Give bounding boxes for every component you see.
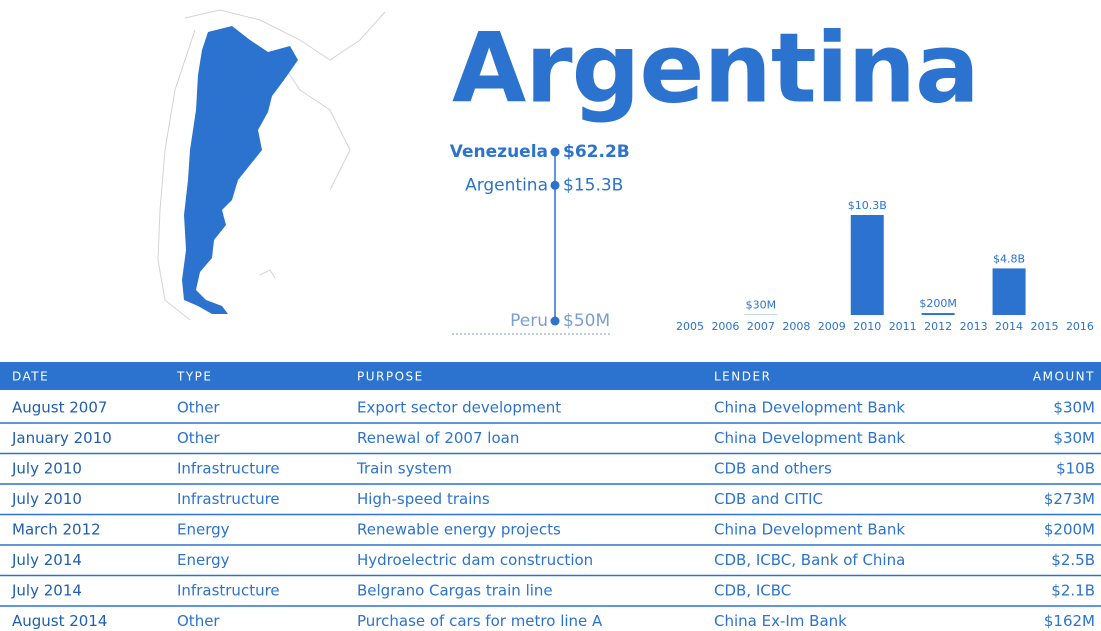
table-cell: March 2012 [12,521,101,539]
table-cell: July 2010 [11,460,82,478]
table-cell: China Development Bank [714,399,905,417]
x-tick-label: 2014 [995,320,1023,333]
table-cell: CDB, ICBC [714,582,791,600]
table-cell: Energy [177,551,230,569]
x-tick-label: 2008 [782,320,810,333]
island [259,269,276,279]
scale-dot [550,316,560,326]
bar [992,268,1026,315]
neighbor-border [157,29,196,321]
country-name: Venezuela [450,142,548,162]
table-header [0,362,1101,390]
table-cell: $30M [1053,429,1095,447]
table-cell: August 2007 [12,399,107,417]
country-name: Argentina [465,175,548,195]
table-cell: July 2014 [11,582,82,600]
table-cell: July 2014 [11,551,82,569]
bar-chart: 2005 2006 2007 $30M 2008 2009 2010 $10.3B 2011 20… [676,199,1094,333]
table-cell: Train system [356,460,452,478]
x-tick-label: 2013 [960,320,988,333]
table-cell: August 2014 [12,612,107,630]
table-cell: $273M [1044,490,1095,508]
table-cell: Energy [177,521,230,539]
table-cell: Purchase of cars for metro line A [357,612,603,630]
column-header: DATE [12,370,49,384]
country-amount: $62.2B [563,142,630,162]
map [157,9,386,321]
table-cell: January 2010 [11,429,112,447]
x-tick-label: 2007 [747,320,775,333]
argentina-shape [182,26,298,314]
table-cell: China Development Bank [714,429,905,447]
table-cell: China Ex-Im Bank [714,612,847,630]
table-cell: Renewable energy projects [357,521,561,539]
table-cell: $2.5B [1051,551,1095,569]
country-amount: $15.3B [563,175,623,195]
bar [921,313,955,315]
table-cell: July 2010 [11,490,82,508]
table-cell: $30M [1053,399,1095,417]
x-tick-label: 2016 [1066,320,1094,333]
x-tick-label: 2010 [853,320,881,333]
column-header: AMOUNT [1033,370,1095,384]
value-label: $4.8B [993,252,1025,265]
table-cell: Belgrano Cargas train line [357,582,553,600]
table-cell: Infrastructure [177,490,280,508]
country-amount: $50M [563,311,610,331]
x-tick-label: 2005 [676,320,704,333]
table-cell: Export sector development [357,399,561,417]
x-tick-label: 2012 [924,320,952,333]
scale-dot [550,180,560,190]
value-label: $200M [919,297,957,310]
bar [850,215,884,315]
x-tick-label: 2015 [1031,320,1059,333]
table-cell: $162M [1044,612,1095,630]
column-header: PURPOSE [357,370,424,384]
table-cell: Infrastructure [177,582,280,600]
column-header: TYPE [176,370,212,384]
ranking: Venezuela $62.2B Argentina $15.3B Peru $50M [450,142,630,331]
column-header: LENDER [714,370,771,384]
table-cell: Other [177,612,220,630]
value-label: $30M [746,299,777,312]
table-cell: $2.1B [1051,582,1095,600]
table-cell: $200M [1044,521,1095,539]
x-tick-label: 2006 [711,320,739,333]
value-label: $10.3B [848,199,887,212]
scale-dot [550,147,560,157]
table-cell: CDB, ICBC, Bank of China [714,551,905,569]
x-tick-label: 2009 [818,320,846,333]
x-tick-label: 2011 [889,320,917,333]
title: Argentina [452,12,979,124]
table-cell: Renewal of 2007 loan [357,429,519,447]
table-cell: CDB and others [714,460,832,478]
table-cell: $10B [1056,460,1095,478]
table-cell: Other [177,429,220,447]
table-cell: China Development Bank [714,521,905,539]
neighbor-border [184,9,386,61]
table-cell: CDB and CITIC [714,490,823,508]
neighbor-border [279,59,351,191]
country-name: Peru [510,311,548,331]
table-cell: Other [177,399,220,417]
table-cell: Hydroelectric dam construction [357,551,593,569]
table: DATE TYPE PURPOSE LENDER AMOUNT August 2007 Ot… [0,370,1101,630]
table-cell: Infrastructure [177,460,280,478]
table-cell: High-speed trains [357,490,490,508]
